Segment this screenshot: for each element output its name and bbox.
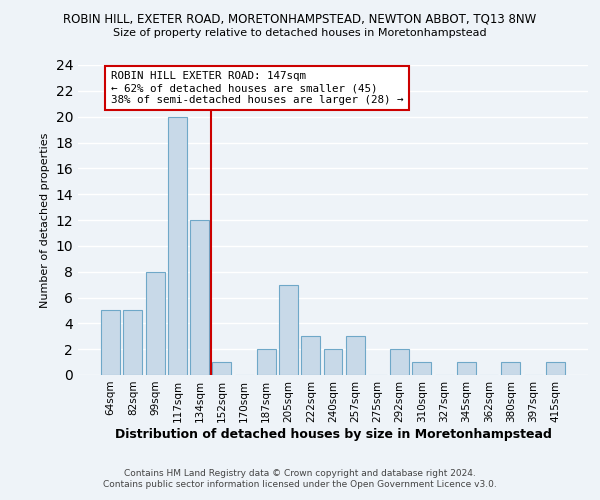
Bar (457, 362, 476, 375)
Bar (546, 362, 565, 375)
Text: Contains public sector information licensed under the Open Government Licence v3: Contains public sector information licen… (103, 480, 497, 489)
Text: ROBIN HILL EXETER ROAD: 147sqm
← 62% of detached houses are smaller (45)
38% of : ROBIN HILL EXETER ROAD: 147sqm ← 62% of … (111, 72, 403, 104)
Bar (257, 349, 276, 375)
Text: ROBIN HILL, EXETER ROAD, MORETONHAMPSTEAD, NEWTON ABBOT, TQ13 8NW: ROBIN HILL, EXETER ROAD, MORETONHAMPSTEA… (64, 12, 536, 26)
Bar (390, 349, 409, 375)
X-axis label: Distribution of detached houses by size in Moretonhampstead: Distribution of detached houses by size … (115, 428, 551, 440)
Bar (146, 272, 164, 375)
Text: Size of property relative to detached houses in Moretonhampstead: Size of property relative to detached ho… (113, 28, 487, 38)
Bar (301, 336, 320, 375)
Bar (323, 349, 343, 375)
Bar (279, 284, 298, 375)
Bar (190, 220, 209, 375)
Bar (168, 116, 187, 375)
Bar (212, 362, 231, 375)
Y-axis label: Number of detached properties: Number of detached properties (40, 132, 50, 308)
Text: Contains HM Land Registry data © Crown copyright and database right 2024.: Contains HM Land Registry data © Crown c… (124, 468, 476, 477)
Bar (124, 310, 142, 375)
Bar (412, 362, 431, 375)
Bar (346, 336, 365, 375)
Bar (502, 362, 520, 375)
Bar (101, 310, 120, 375)
